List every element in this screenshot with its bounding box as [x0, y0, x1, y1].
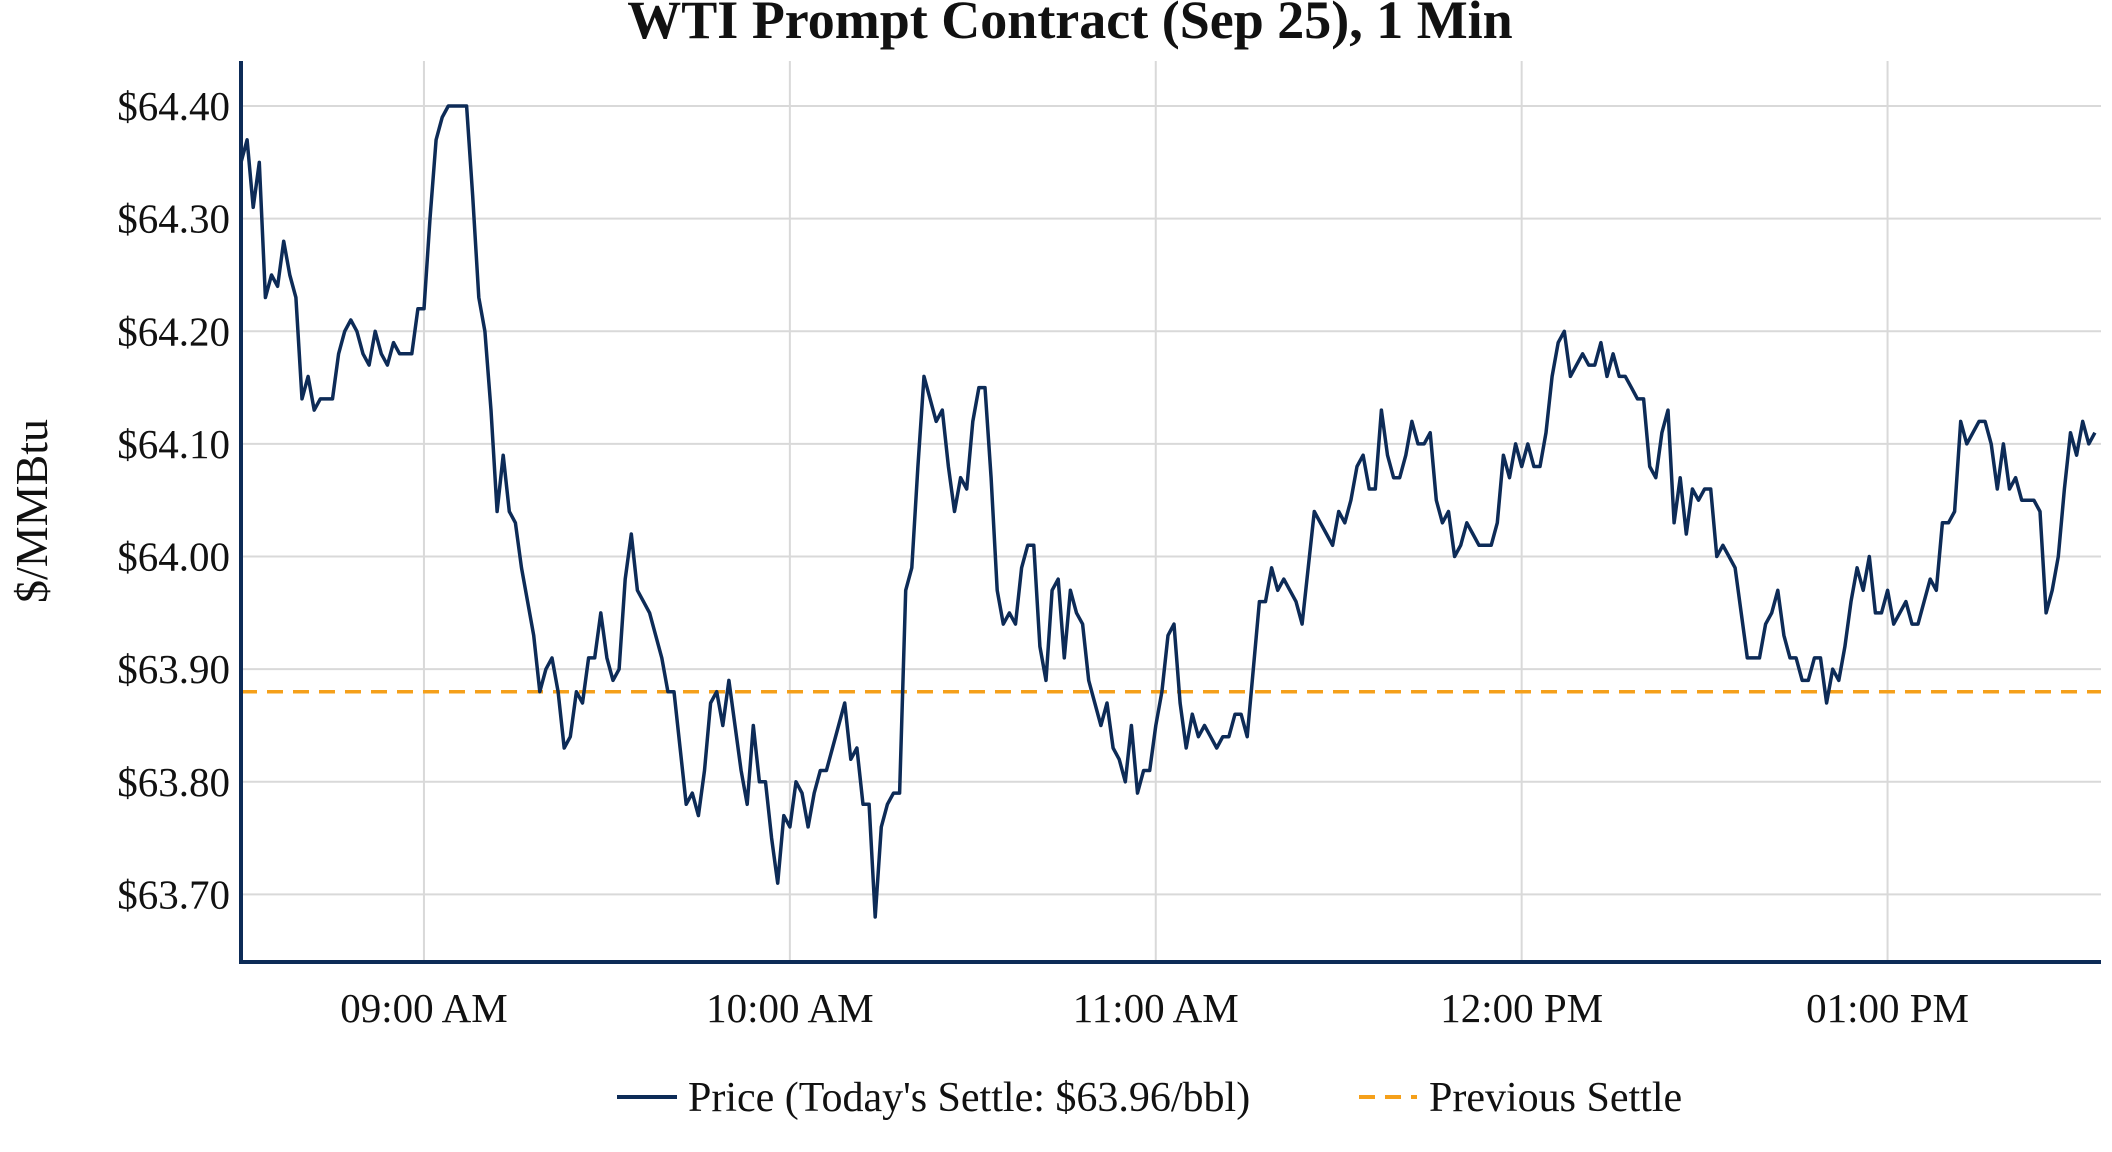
legend-previous-settle-label: Previous Settle [1429, 1075, 1682, 1121]
axes: 09:00 AM 10:00 AM 11:00 AM 12:00 PM 01:00 PM… [117, 61, 2101, 1031]
price-line [239, 104, 2097, 919]
x-tick-label: 12:00 PM [1440, 985, 1603, 1031]
chart-title: WTI Prompt Contract (Sep 25), 1 Min [627, 0, 1512, 50]
y-tick-label: $64.20 [117, 308, 230, 354]
y-tick-label: $64.30 [117, 196, 230, 242]
chart-marks [239, 104, 2101, 919]
y-tick-label: $63.90 [117, 646, 230, 692]
y-tick-label: $63.80 [117, 759, 230, 805]
legend-price-label: Price (Today's Settle: $63.96/bbl) [688, 1075, 1250, 1121]
x-tick-label: 11:00 AM [1073, 985, 1239, 1031]
grid [241, 61, 2101, 962]
x-tick-label: 09:00 AM [340, 985, 507, 1031]
legend: Price (Today's Settle: $63.96/bbl) Previ… [617, 1075, 1682, 1121]
x-tick-label: 10:00 AM [706, 985, 873, 1031]
y-tick-label: $64.10 [117, 421, 230, 467]
y-axis-label: $/MMBtu [6, 419, 57, 603]
y-tick-label: $64.00 [117, 534, 230, 580]
x-tick-label: 01:00 PM [1806, 985, 1969, 1031]
y-tick-label: $63.70 [117, 871, 230, 917]
y-tick-label: $64.40 [117, 83, 230, 129]
